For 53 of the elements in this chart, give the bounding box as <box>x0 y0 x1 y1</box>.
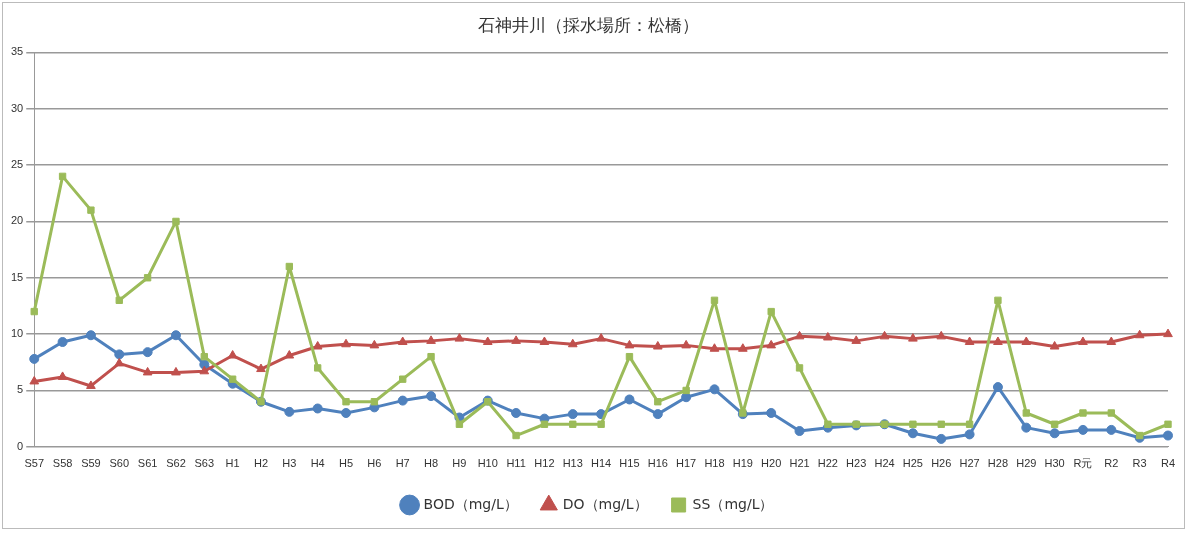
y-tick-label: 15 <box>10 270 24 283</box>
x-tick-label: S57 <box>24 457 45 470</box>
legend-label: DO（mg/L） <box>562 495 648 512</box>
x-tick-label: H10 <box>477 457 498 470</box>
x-tick-label: S59 <box>81 457 101 470</box>
y-tick-label: 35 <box>10 45 24 58</box>
x-tick-label: H13 <box>562 457 583 470</box>
x-tick-label: H25 <box>902 457 923 470</box>
y-tick-label: 20 <box>10 214 24 227</box>
x-tick-label: R3 <box>1132 457 1147 470</box>
x-tick-label: R2 <box>1104 457 1119 470</box>
y-tick-label: 0 <box>17 439 24 452</box>
y-tick-label: 5 <box>17 383 24 396</box>
x-tick-label: H12 <box>534 457 555 470</box>
x-tick-label: H29 <box>1016 457 1037 470</box>
x-tick-label: H27 <box>959 457 980 470</box>
x-tick-label: H26 <box>931 457 952 470</box>
x-tick-label: H7 <box>395 457 410 470</box>
x-tick-label: R元 <box>1073 457 1093 470</box>
legend-label: SS（mg/L） <box>692 495 774 512</box>
y-tick-label: 10 <box>10 327 24 340</box>
x-tick-label: H20 <box>761 457 782 470</box>
x-tick-label: S61 <box>137 457 158 470</box>
x-tick-label: H19 <box>732 457 753 470</box>
x-tick-label: H6 <box>367 457 382 470</box>
x-tick-label: R4 <box>1160 457 1176 470</box>
x-tick-label: H16 <box>647 457 668 470</box>
x-tick-label: H4 <box>310 457 325 470</box>
x-tick-label: H28 <box>987 457 1009 470</box>
x-tick-label: H11 <box>506 457 526 470</box>
chart-title: 石神井川（採水場所：松橋） <box>477 14 699 35</box>
legend-label: BOD（mg/L） <box>423 495 518 512</box>
y-tick-label: 25 <box>10 158 24 171</box>
x-tick-label: H24 <box>874 457 895 470</box>
x-tick-label: H17 <box>676 457 697 470</box>
x-tick-label: S63 <box>194 457 215 470</box>
y-tick-label: 30 <box>10 101 24 114</box>
x-tick-label: H5 <box>338 457 354 470</box>
x-tick-label: H14 <box>591 457 612 470</box>
x-tick-label: H2 <box>253 457 269 470</box>
x-tick-label: H3 <box>282 457 297 470</box>
x-tick-label: S58 <box>52 457 73 470</box>
x-tick-label: H18 <box>704 457 725 470</box>
x-tick-label: H22 <box>817 457 838 470</box>
x-tick-label: H1 <box>225 457 240 470</box>
x-tick-label: H30 <box>1044 457 1065 470</box>
x-tick-label: H9 <box>452 457 467 470</box>
x-tick-label: H8 <box>424 457 439 470</box>
x-tick-label: S60 <box>109 457 130 470</box>
x-tick-label: H15 <box>619 457 640 470</box>
x-tick-label: S62 <box>166 457 186 470</box>
x-tick-label: H21 <box>789 457 810 470</box>
x-tick-label: H23 <box>846 457 867 470</box>
